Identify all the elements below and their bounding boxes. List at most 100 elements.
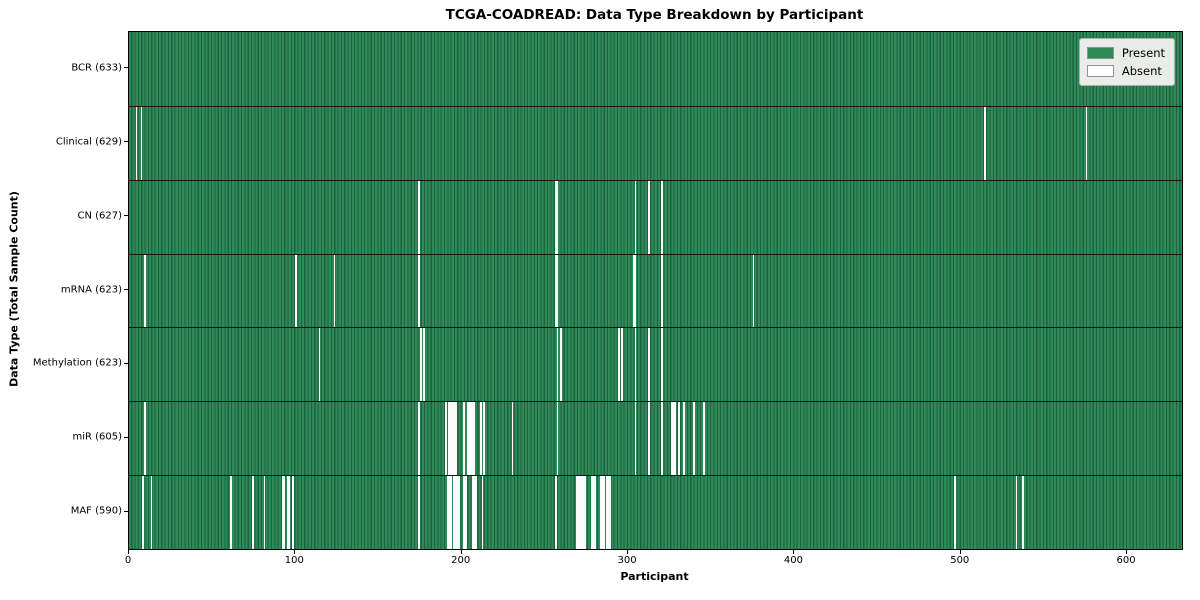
absent-stripe xyxy=(648,402,650,476)
x-tick-label: 200 xyxy=(451,555,471,566)
absent-stripe xyxy=(594,476,597,549)
absent-stripe xyxy=(682,402,685,476)
absent-stripe xyxy=(473,476,475,549)
absent-stripe xyxy=(583,476,585,549)
absent-stripe xyxy=(463,476,466,549)
absent-stripe xyxy=(579,476,582,549)
x-tick-label: 0 xyxy=(124,555,132,566)
absent-stripe xyxy=(140,106,143,180)
absent-stripe xyxy=(471,402,474,476)
absent-stripe xyxy=(481,476,484,549)
absent-stripe xyxy=(674,402,677,476)
x-tick-mark xyxy=(627,549,629,554)
absent-stripe xyxy=(143,254,146,328)
x-axis-label: Participant xyxy=(620,570,689,583)
y-tick-label: miR (605) xyxy=(72,431,122,443)
absent-stripe xyxy=(263,476,266,549)
absent-stripe xyxy=(1085,106,1088,180)
absent-stripe xyxy=(634,180,637,254)
absent-stripe xyxy=(295,254,297,328)
absent-stripe xyxy=(333,254,336,328)
absent-stripe xyxy=(418,254,421,328)
row-clinical xyxy=(129,105,1182,180)
absent-stripe xyxy=(984,106,986,180)
legend-item-present: Present xyxy=(1086,44,1165,62)
absent-stripe xyxy=(601,476,604,549)
absent-stripe xyxy=(423,328,426,402)
absent-stripe xyxy=(556,180,559,254)
absent-stripe xyxy=(634,402,637,476)
row-mir xyxy=(129,401,1182,476)
absent-stripe xyxy=(252,476,254,549)
absent-stripe xyxy=(475,476,477,549)
y-tick-label: BCR (633) xyxy=(71,62,122,74)
chart-title: TCGA-COADREAD: Data Type Breakdown by Pa… xyxy=(445,7,864,23)
row-methylation xyxy=(129,327,1182,402)
absent-stripe xyxy=(661,254,663,328)
absent-stripe xyxy=(420,328,422,402)
absent-stripe xyxy=(609,476,612,549)
absent-stripe xyxy=(618,328,620,402)
x-tick-mark xyxy=(793,549,795,554)
absent-stripe xyxy=(282,476,284,549)
absent-stripe xyxy=(418,476,421,549)
row-bcr xyxy=(129,32,1182,106)
absent-stripe xyxy=(677,402,680,476)
absent-stripe xyxy=(608,476,610,549)
absent-stripe xyxy=(483,402,485,476)
x-tick-label: 600 xyxy=(1116,555,1136,566)
absent-stripe xyxy=(578,476,580,549)
absent-stripe xyxy=(458,476,461,549)
absent-stripe xyxy=(150,476,153,549)
y-tick-mark xyxy=(124,510,128,512)
y-tick-mark xyxy=(124,436,128,438)
absent-stripe xyxy=(473,402,475,476)
absent-stripe xyxy=(661,328,663,402)
y-tick-mark xyxy=(124,215,128,217)
row-cn xyxy=(129,179,1182,254)
legend-label-absent: Absent xyxy=(1121,64,1162,78)
absent-stripe xyxy=(451,402,454,476)
y-tick-mark xyxy=(124,362,128,364)
absent-stripe xyxy=(584,476,587,549)
absent-stripe xyxy=(470,402,472,476)
absent-stripe xyxy=(142,476,144,549)
absent-stripe xyxy=(672,402,675,476)
absent-stripe xyxy=(599,476,602,549)
absent-stripe xyxy=(448,402,451,476)
absent-stripe xyxy=(318,328,321,402)
absent-stripe xyxy=(450,402,452,476)
absent-stripe xyxy=(230,476,233,549)
absent-stripe xyxy=(603,476,605,549)
absent-stripe xyxy=(671,402,673,476)
y-tick-label: mRNA (623) xyxy=(60,284,122,295)
absent-stripe xyxy=(648,328,650,402)
absent-stripe xyxy=(135,106,138,180)
absent-stripe xyxy=(418,402,421,476)
absent-stripe xyxy=(661,402,663,476)
absent-stripe xyxy=(954,476,956,549)
x-tick-mark xyxy=(294,549,296,554)
y-tick-label: Methylation (623) xyxy=(32,357,122,369)
absent-stripe xyxy=(1015,476,1018,549)
absent-stripe xyxy=(591,476,594,549)
absent-stripe xyxy=(468,402,470,476)
absent-stripe xyxy=(287,476,289,549)
y-tick-mark xyxy=(124,289,128,290)
x-tick-label: 500 xyxy=(950,555,970,566)
absent-stripe xyxy=(453,402,456,476)
absent-stripe xyxy=(465,476,467,549)
absent-swatch-icon xyxy=(1086,65,1114,77)
absent-stripe xyxy=(556,328,559,402)
row-mrna xyxy=(129,253,1182,328)
y-tick-label: Clinical (629) xyxy=(55,136,122,148)
absent-stripe xyxy=(576,476,579,549)
x-tick-mark xyxy=(959,549,961,554)
absent-stripe xyxy=(556,254,559,328)
y-tick-mark xyxy=(124,141,128,143)
y-tick-label: CN (627) xyxy=(77,210,122,222)
absent-stripe xyxy=(292,476,294,549)
absent-stripe xyxy=(283,476,286,549)
absent-stripe xyxy=(455,476,457,549)
